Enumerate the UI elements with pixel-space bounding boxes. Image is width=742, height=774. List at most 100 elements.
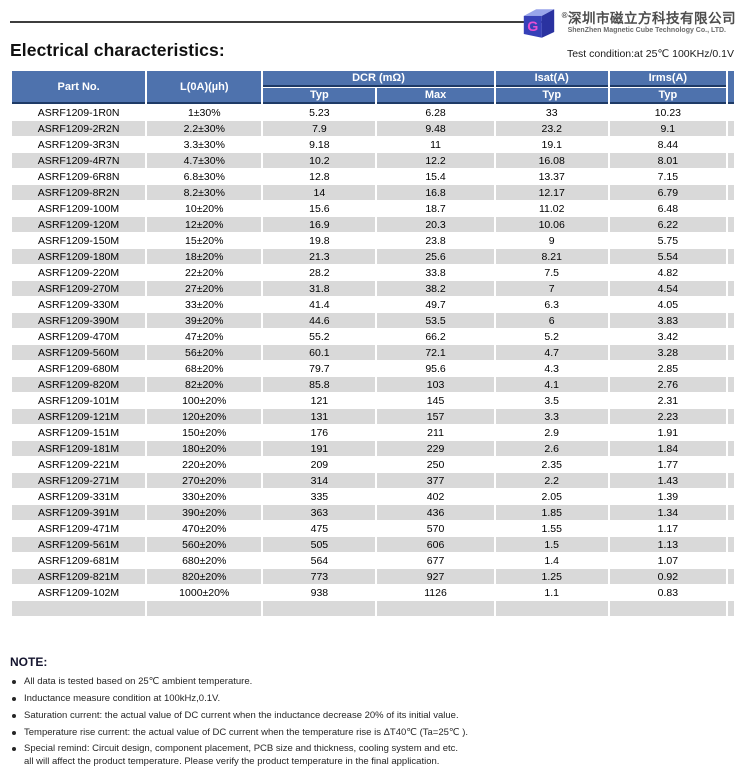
table-cell: 2.76 <box>609 377 726 392</box>
row-edge-sliver <box>727 521 734 536</box>
table-cell: ASRF1209-151M <box>12 425 146 440</box>
table-cell: 475 <box>263 521 376 536</box>
table-cell: 1.39 <box>609 489 726 504</box>
table-cell: 2.85 <box>609 361 726 376</box>
table-cell: 8.01 <box>609 153 726 168</box>
table-cell: 6.3 <box>495 297 608 312</box>
table-row: ASRF1209-390M 39±20% 44.6 53.5 6 3.83 <box>12 313 734 328</box>
table-cell: 12±20% <box>147 217 262 232</box>
note-item: Saturation current: the actual value of … <box>10 710 710 722</box>
table-cell: 1.25 <box>495 569 608 584</box>
col-subheader-dcr-typ: Typ <box>263 88 376 104</box>
table-row: ASRF1209-820M 82±20% 85.8 103 4.1 2.76 <box>12 377 734 392</box>
table-cell: 68±20% <box>147 361 262 376</box>
table-cell: ASRF1209-471M <box>12 521 146 536</box>
table-cell: 100±20% <box>147 393 262 408</box>
table-cell: ASRF1209-390M <box>12 313 146 328</box>
table-cell: ASRF1209-101M <box>12 393 146 408</box>
row-edge-sliver <box>727 137 734 152</box>
note-item: Special remind: Circuit design, componen… <box>10 743 710 768</box>
table-row: ASRF1209-120M 12±20% 16.9 20.3 10.06 6.22 <box>12 217 734 232</box>
table-cell: 402 <box>377 489 494 504</box>
table-cell: 377 <box>377 473 494 488</box>
table-cell: 0.92 <box>609 569 726 584</box>
magnetic-cube-logo-icon: G <box>523 9 554 38</box>
col-subheader-irms-typ: Typ <box>609 88 726 104</box>
table-row: ASRF1209-2R2N 2.2±30% 7.9 9.48 23.2 9.1 <box>12 121 734 136</box>
table-row: ASRF1209-271M 270±20% 314 377 2.2 1.43 <box>12 473 734 488</box>
table-cell: 53.5 <box>377 313 494 328</box>
table-cell: 4.7 <box>495 345 608 360</box>
table-row: ASRF1209-391M 390±20% 363 436 1.85 1.34 <box>12 505 734 520</box>
table-cell: 79.7 <box>263 361 376 376</box>
row-edge-sliver <box>727 169 734 184</box>
table-cell: 927 <box>377 569 494 584</box>
table-cell: 131 <box>263 409 376 424</box>
table-cell: 564 <box>263 553 376 568</box>
table-cell: 15±20% <box>147 233 262 248</box>
table-cell: 3.83 <box>609 313 726 328</box>
table-row: ASRF1209-6R8N 6.8±30% 12.8 15.4 13.37 7.15 <box>12 169 734 184</box>
table-row: ASRF1209-330M 33±20% 41.4 49.7 6.3 4.05 <box>12 297 734 312</box>
table-cell: 314 <box>263 473 376 488</box>
table-cell: 8.2±30% <box>147 185 262 200</box>
col-header-isat: Isat(A) <box>495 71 608 87</box>
col-header-dcr: DCR (mΩ) <box>263 71 494 87</box>
row-edge-sliver <box>727 249 734 264</box>
row-edge-sliver <box>727 121 734 136</box>
table-cell: 570 <box>377 521 494 536</box>
row-edge-sliver <box>727 601 734 616</box>
table-cell: 95.6 <box>377 361 494 376</box>
company-name-chinese: ®深圳市磁立方科技有限公司 <box>561 11 736 27</box>
table-cell: 6.79 <box>609 185 726 200</box>
table-cell: 7.5 <box>495 265 608 280</box>
row-edge-sliver <box>727 441 734 456</box>
table-cell: ASRF1209-150M <box>12 233 146 248</box>
notes-list: All data is tested based on 25℃ ambient … <box>10 676 710 768</box>
table-cell: 18.7 <box>377 201 494 216</box>
table-cell: 1.07 <box>609 553 726 568</box>
table-row: ASRF1209-101M 100±20% 121 145 3.5 2.31 <box>12 393 734 408</box>
table-cell: ASRF1209-560M <box>12 345 146 360</box>
table-cell: 18±20% <box>147 249 262 264</box>
table-header: Part No. L(0A)(µh) DCR (mΩ) Isat(A) Irms… <box>12 71 734 104</box>
col-header-inductance: L(0A)(µh) <box>147 71 262 104</box>
table-cell: 10.23 <box>609 105 726 120</box>
table-cell: 15.6 <box>263 201 376 216</box>
table-cell: 176 <box>263 425 376 440</box>
table-row: ASRF1209-471M 470±20% 475 570 1.55 1.17 <box>12 521 734 536</box>
table-row: ASRF1209-821M 820±20% 773 927 1.25 0.92 <box>12 569 734 584</box>
table-cell: 436 <box>377 505 494 520</box>
row-edge-sliver <box>727 329 734 344</box>
table-cell: 14 <box>263 185 376 200</box>
table-cell: 390±20% <box>147 505 262 520</box>
table-cell: ASRF1209-221M <box>12 457 146 472</box>
table-cell: ASRF1209-270M <box>12 281 146 296</box>
table-row: ASRF1209-3R3N 3.3±30% 9.18 11 19.1 8.44 <box>12 137 734 152</box>
table-cell: 1.91 <box>609 425 726 440</box>
registered-trademark-mark: ® <box>561 11 568 21</box>
table-cell: 31.8 <box>263 281 376 296</box>
table-row: ASRF1209-220M 22±20% 28.2 33.8 7.5 4.82 <box>12 265 734 280</box>
col-header-irms: Irms(A) <box>609 71 726 87</box>
col-subheader-dcr-max: Max <box>377 88 494 104</box>
table-cell: ASRF1209-2R2N <box>12 121 146 136</box>
table-cell: 55.2 <box>263 329 376 344</box>
row-edge-sliver <box>727 201 734 216</box>
table-cell: 145 <box>377 393 494 408</box>
table-cell: 3.28 <box>609 345 726 360</box>
company-logo: G ®深圳市磁立方科技有限公司 ShenZhen Magnetic Cube T… <box>520 5 736 42</box>
row-edge-sliver <box>727 537 734 552</box>
row-edge-sliver <box>727 425 734 440</box>
table-cell: 677 <box>377 553 494 568</box>
table-cell: 10±20% <box>147 201 262 216</box>
table-cell <box>609 601 726 616</box>
table-cell: 120±20% <box>147 409 262 424</box>
table-cell: 4.82 <box>609 265 726 280</box>
table-cell: 2.6 <box>495 441 608 456</box>
table-cell: 60.1 <box>263 345 376 360</box>
table-cell: 773 <box>263 569 376 584</box>
table-cell: 9.18 <box>263 137 376 152</box>
table-cell: ASRF1209-180M <box>12 249 146 264</box>
table-cell: 82±20% <box>147 377 262 392</box>
